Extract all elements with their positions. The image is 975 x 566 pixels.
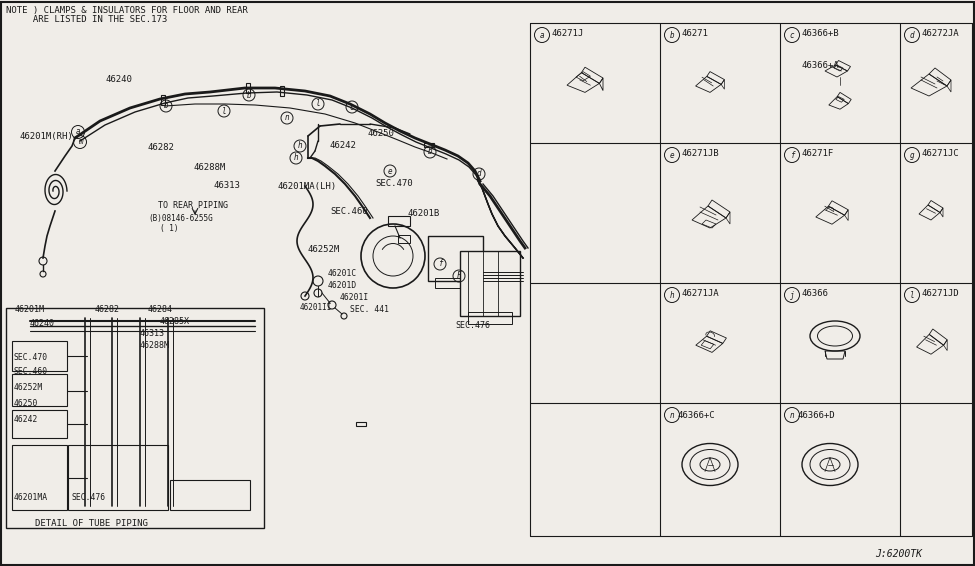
Text: SEC.460: SEC.460 <box>14 367 48 375</box>
Text: 46366+A: 46366+A <box>802 61 839 70</box>
Text: m: m <box>78 138 82 147</box>
Text: 46250: 46250 <box>14 398 38 408</box>
Text: (B)08146-6255G: (B)08146-6255G <box>148 213 213 222</box>
Text: 46271JA: 46271JA <box>682 289 720 298</box>
Text: 46242: 46242 <box>330 142 357 151</box>
Bar <box>460 251 520 316</box>
Text: SEC.476: SEC.476 <box>455 321 490 331</box>
Text: SEC.470: SEC.470 <box>14 354 48 362</box>
Text: 46366: 46366 <box>802 289 829 298</box>
Text: n: n <box>670 410 675 419</box>
Bar <box>12 445 67 510</box>
Text: 46285X: 46285X <box>160 316 190 325</box>
Text: 46201MA: 46201MA <box>14 494 48 503</box>
Text: 46201I: 46201I <box>340 294 370 302</box>
Text: 46313: 46313 <box>140 328 165 337</box>
Text: l: l <box>316 100 321 109</box>
Text: b: b <box>670 31 675 40</box>
Text: 46201C: 46201C <box>328 268 357 277</box>
Text: 46271: 46271 <box>682 28 709 37</box>
Text: 46271JB: 46271JB <box>682 148 720 157</box>
Text: 46240: 46240 <box>105 75 132 84</box>
Text: 46201MA(LH): 46201MA(LH) <box>278 182 337 191</box>
Text: l: l <box>910 290 915 299</box>
Text: F: F <box>456 272 461 281</box>
Text: e: e <box>388 166 392 175</box>
Text: g: g <box>910 151 915 160</box>
Text: a: a <box>540 31 544 40</box>
Text: 46240: 46240 <box>30 319 55 328</box>
Bar <box>6 308 264 528</box>
Text: c: c <box>790 31 795 40</box>
Bar <box>398 235 410 243</box>
Circle shape <box>361 224 425 288</box>
Text: j: j <box>790 290 795 299</box>
Text: ( 1): ( 1) <box>160 224 178 233</box>
Text: l: l <box>221 106 226 115</box>
Text: 46271F: 46271F <box>802 148 835 157</box>
Text: 46201M(RH): 46201M(RH) <box>20 131 74 140</box>
Text: 46201D: 46201D <box>328 281 357 289</box>
Bar <box>12 410 67 438</box>
Bar <box>468 312 512 324</box>
Text: d: d <box>477 169 482 178</box>
Text: SEC.470: SEC.470 <box>375 179 412 188</box>
Text: NOTE ) CLAMPS & INSULATORS FOR FLOOR AND REAR: NOTE ) CLAMPS & INSULATORS FOR FLOOR AND… <box>6 6 248 15</box>
Text: 46201B: 46201B <box>408 209 441 218</box>
Text: 46282: 46282 <box>95 305 120 314</box>
Text: a: a <box>76 127 80 136</box>
Text: 46242: 46242 <box>14 414 38 423</box>
Text: 46366+C: 46366+C <box>678 410 716 419</box>
Text: b: b <box>428 148 432 157</box>
Text: n: n <box>285 114 290 122</box>
Text: b: b <box>164 101 169 110</box>
Text: 46201M: 46201M <box>15 305 45 314</box>
Text: h: h <box>297 142 302 151</box>
Bar <box>435 278 475 288</box>
Text: SEC.476: SEC.476 <box>72 494 106 503</box>
Bar <box>424 143 434 147</box>
Text: c: c <box>350 102 354 112</box>
Text: 46271JC: 46271JC <box>922 148 959 157</box>
Bar <box>428 236 483 281</box>
Text: 46201II: 46201II <box>300 303 332 312</box>
Text: SEC.460: SEC.460 <box>330 207 368 216</box>
Text: e: e <box>670 151 675 160</box>
Text: SEC. 441: SEC. 441 <box>350 306 389 315</box>
Text: 46271J: 46271J <box>552 28 584 37</box>
Bar <box>161 95 165 105</box>
Text: 46366+D: 46366+D <box>798 410 836 419</box>
Text: 46366+B: 46366+B <box>802 28 839 37</box>
Text: f: f <box>790 151 795 160</box>
Bar <box>280 86 284 96</box>
Text: 46272JA: 46272JA <box>922 28 959 37</box>
Text: DETAIL OF TUBE PIPING: DETAIL OF TUBE PIPING <box>35 518 148 528</box>
Bar <box>170 480 250 510</box>
Text: 46313: 46313 <box>213 182 240 191</box>
Text: 46284: 46284 <box>148 305 173 314</box>
Text: 46288M: 46288M <box>140 341 170 349</box>
Text: f: f <box>438 259 443 268</box>
Text: 46252M: 46252M <box>308 246 340 255</box>
Text: ARE LISTED IN THE SEC.173: ARE LISTED IN THE SEC.173 <box>6 15 168 24</box>
Text: h: h <box>670 290 675 299</box>
Text: d: d <box>910 31 915 40</box>
Text: J:6200TK: J:6200TK <box>875 549 922 559</box>
Text: 46288M: 46288M <box>193 164 225 173</box>
Bar <box>388 216 410 226</box>
Bar <box>68 445 168 510</box>
Text: 46252M: 46252M <box>14 383 43 392</box>
Text: TO REAR PIPING: TO REAR PIPING <box>158 201 228 211</box>
Bar <box>12 374 67 406</box>
Bar <box>12 341 67 371</box>
Bar <box>356 422 366 426</box>
Bar <box>246 83 250 93</box>
Text: 46250: 46250 <box>368 130 395 139</box>
Text: n: n <box>790 410 795 419</box>
Text: 46282: 46282 <box>148 144 175 152</box>
Text: 46271JD: 46271JD <box>922 289 959 298</box>
Text: h: h <box>293 153 298 162</box>
Text: b: b <box>247 91 252 100</box>
